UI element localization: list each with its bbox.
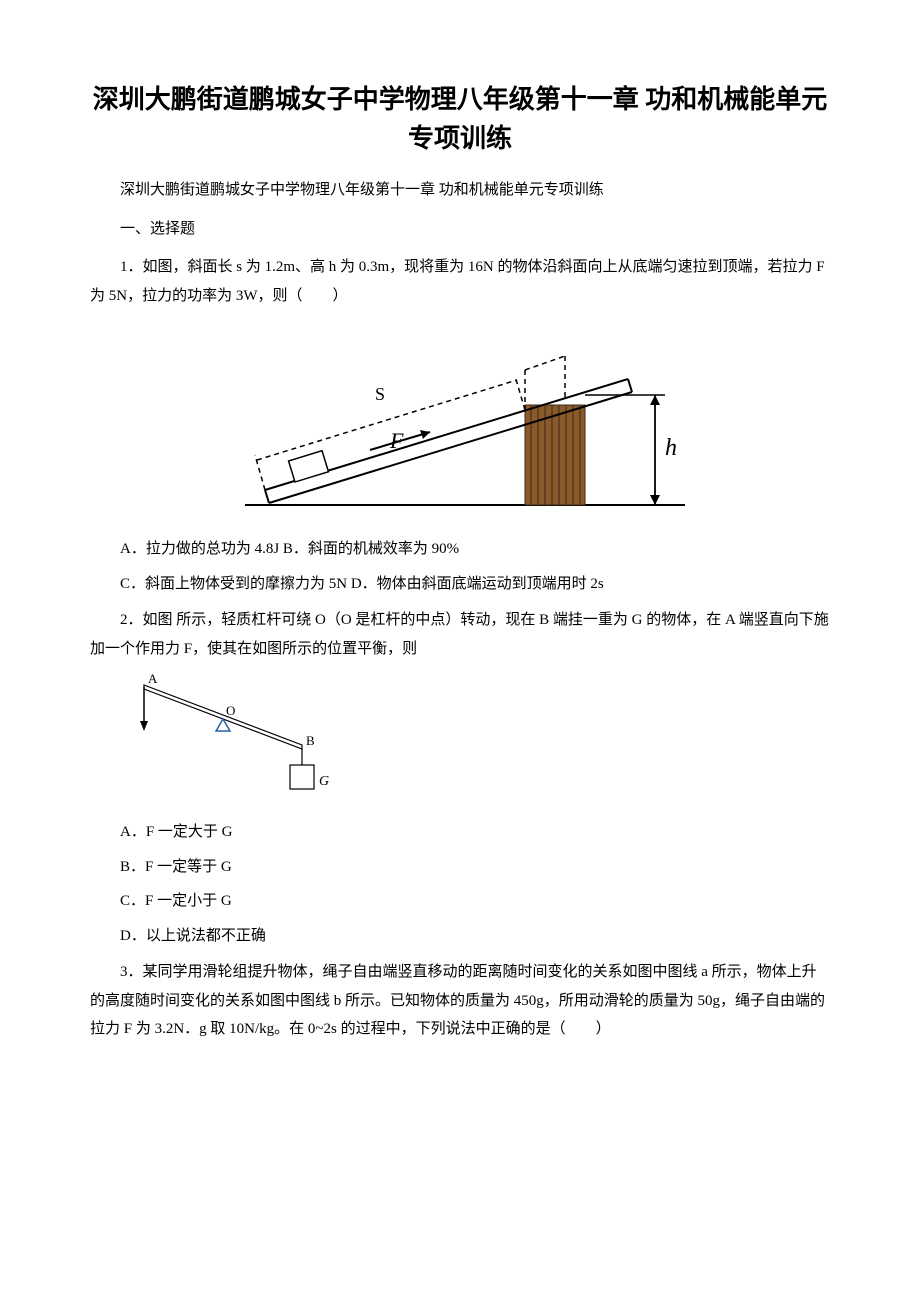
question-2-option-A: A．F 一定大于 G <box>90 818 830 847</box>
section-1-heading: 一、选择题 <box>90 215 830 244</box>
document-subtitle: 深圳大鹏街道鹏城女子中学物理八年级第十一章 功和机械能单元专项训练 <box>90 176 830 205</box>
figure2-G-label: G <box>319 774 329 789</box>
figure1-F-label: F <box>389 428 404 453</box>
figure2-B-label: B <box>306 733 315 748</box>
question-2-option-D: D．以上说法都不正确 <box>90 922 830 951</box>
question-1-options-line1: A．拉力做的总功为 4.8J B．斜面的机械效率为 90% <box>90 535 830 564</box>
document-title: 深圳大鹏街道鹏城女子中学物理八年级第十一章 功和机械能单元专项训练 <box>90 80 830 158</box>
figure2-A-label: A <box>148 673 158 686</box>
question-2-text: 2．如图 所示，轻质杠杆可绕 O（O 是杠杆的中点）转动，现在 B 端挂一重为 … <box>90 606 830 663</box>
question-3-text: 3．某同学用滑轮组提升物体，绳子自由端竖直移动的距离随时间变化的关系如图中图线 … <box>90 958 830 1044</box>
question-2-figure: A O B G <box>122 673 830 808</box>
question-2-option-C: C．F 一定小于 G <box>90 887 830 916</box>
question-1-figure: F S h <box>90 320 830 525</box>
figure1-S-label: S <box>375 384 385 404</box>
question-1-options-line2: C．斜面上物体受到的摩擦力为 5N D．物体由斜面底端运动到顶端用时 2s <box>90 570 830 599</box>
question-2-option-B: B．F 一定等于 G <box>90 853 830 882</box>
question-1-text: 1．如图，斜面长 s 为 1.2m、高 h 为 0.3m，现将重为 16N 的物… <box>90 253 830 310</box>
figure2-O-label: O <box>226 703 235 718</box>
figure1-h-label: h <box>665 435 677 461</box>
